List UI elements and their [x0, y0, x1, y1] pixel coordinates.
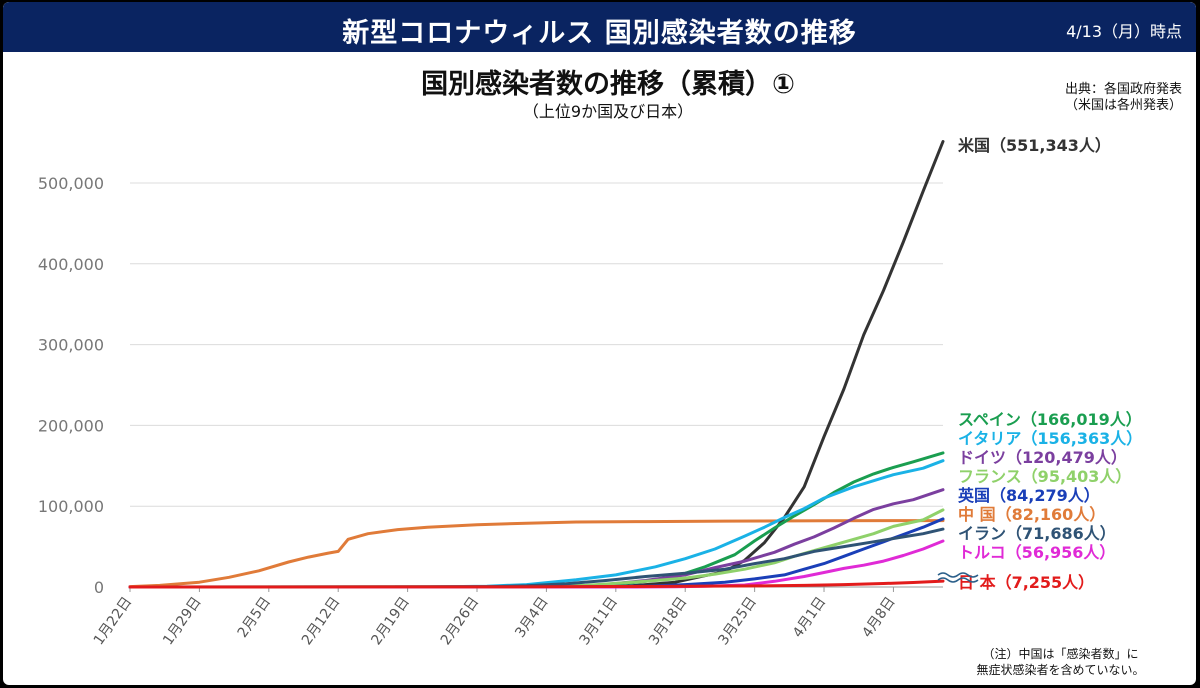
- x-tick-label: 4月8日: [859, 594, 898, 641]
- x-tick-label: 3月4日: [512, 594, 551, 641]
- header-banner: 新型コロナウィルス 国別感染者数の推移 4/13（月）時点: [3, 2, 1196, 52]
- x-tick-label: 4月1日: [790, 594, 829, 641]
- footnote-line-2: 無症状感染者を含めていない。: [976, 663, 1145, 677]
- grid-lines: [130, 182, 943, 507]
- source-line-1: 出典：各国政府発表: [1064, 82, 1182, 97]
- series-line-中国: [128, 519, 945, 589]
- x-tick-label: 2月5日: [235, 594, 274, 641]
- x-tick-label: 1月29日: [160, 594, 205, 648]
- series-line-日本: [128, 579, 945, 589]
- series-label-日本: 日 本（7,255人）: [958, 573, 1094, 592]
- y-tick-label: 200,000: [38, 416, 104, 435]
- banner-date: 4/13（月）時点: [1066, 22, 1182, 41]
- x-tick-label: 3月11日: [577, 594, 622, 648]
- source-note: 出典：各国政府発表 （米国は各州発表）: [1065, 82, 1182, 114]
- x-tick-label: 3月25日: [715, 594, 760, 648]
- turkey-label-wave-icon: [937, 572, 979, 583]
- source-line-2: （米国は各州発表）: [1064, 98, 1182, 113]
- y-tick-label: 300,000: [38, 336, 104, 355]
- series-labels: 中 国（82,160人） 米国（551,343人） スペイン（166,019人）イタ…: [957, 136, 1142, 592]
- series-label-イタリア: イタリア（156,363人）: [958, 429, 1142, 448]
- x-tick-label: 1月22日: [91, 594, 136, 648]
- series-lines: [128, 140, 945, 589]
- line-chart: 0 100,000 200,000 300,000 400,000 500,000 1月2…: [38, 136, 1142, 648]
- chart-subtitle: （上位9か国及び日本）: [522, 102, 694, 121]
- series-line-英国: [128, 517, 945, 589]
- y-axis-ticks: 0 100,000 200,000 300,000 400,000 500,000: [38, 174, 104, 597]
- x-axis: 1月22日 1月29日 2月5日 2月12日 2月19日 2月26日 3月4日 3月11日 3月…: [91, 586, 943, 648]
- series-label-中国: 中 国（82,160人）: [958, 505, 1105, 524]
- x-tick-label: 2月19日: [368, 594, 413, 648]
- series-line-イラン: [128, 527, 945, 589]
- x-tick-label: 2月12日: [299, 594, 344, 648]
- y-tick-label: 500,000: [38, 174, 104, 193]
- footnote-line-1: （注）中国は「感染者数」に: [982, 647, 1139, 661]
- series-label-フランス: フランス（95,403人）: [958, 467, 1131, 486]
- banner-title: 新型コロナウィルス 国別感染者数の推移: [342, 18, 857, 49]
- chart-title: 国別感染者数の推移（累積）①: [421, 69, 795, 100]
- series-label-トルコ: トルコ（56,956人）: [958, 543, 1115, 562]
- series-label-イラン: イラン（71,686人）: [958, 524, 1116, 543]
- y-tick-label: 400,000: [38, 255, 104, 274]
- x-tick-label: 3月18日: [646, 594, 691, 648]
- series-label-ドイツ: ドイツ（120,479人）: [958, 448, 1127, 467]
- y-tick-label: 0: [94, 578, 104, 597]
- series-label-米国: 米国（551,343人）: [958, 136, 1111, 155]
- chart-panel: 新型コロナウィルス 国別感染者数の推移 4/13（月）時点 国別感染者数の推移（…: [3, 2, 1196, 685]
- y-tick-label: 100,000: [38, 497, 104, 516]
- series-label-英国: 英国（84,279人）: [957, 486, 1100, 505]
- x-tick-label: 2月26日: [438, 594, 483, 648]
- footnote: （注）中国は「感染者数」に 無症状感染者を含めていない。: [953, 646, 1168, 678]
- series-label-スペイン: スペイン（166,019人）: [958, 410, 1142, 429]
